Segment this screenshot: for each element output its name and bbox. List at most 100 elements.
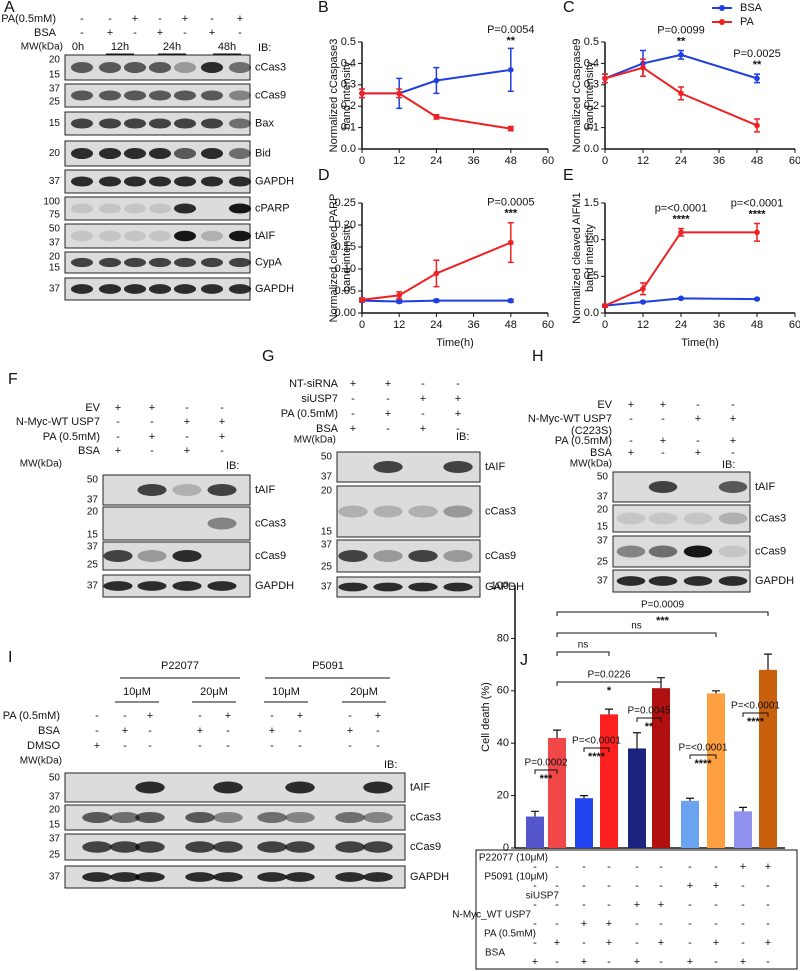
- y-tick-label: 0.5: [584, 270, 599, 282]
- x-tick-label: 24: [430, 155, 442, 167]
- mw-value: 20: [597, 505, 609, 516]
- treatment-sign: +: [730, 435, 736, 447]
- blot-strip: [336, 485, 481, 538]
- treatment-sign: +: [695, 447, 701, 459]
- timepoint: 12h: [111, 41, 129, 53]
- annotation-label: p=<0.0001: [731, 197, 784, 209]
- band: [98, 203, 122, 214]
- band: [173, 284, 197, 294]
- bar: [600, 714, 618, 848]
- band: [135, 781, 165, 794]
- blot-strip: [612, 535, 751, 568]
- treatment-sign: -: [696, 435, 700, 447]
- y-tick-label: 0.5: [341, 36, 356, 48]
- bar: [652, 688, 670, 848]
- blot-strip: [64, 223, 251, 249]
- band: [616, 512, 646, 525]
- treatment-sign: -: [198, 710, 202, 722]
- y-tick-label: 0.0: [584, 143, 599, 155]
- treatment-sign: -: [80, 27, 84, 39]
- treatment-sign: -: [298, 725, 302, 737]
- protein-name: Bid: [255, 147, 271, 159]
- mw-value: 37: [49, 872, 61, 883]
- condition-sign: -: [714, 956, 718, 968]
- mw-value: 15: [49, 70, 61, 81]
- treatment-sign: +: [628, 399, 634, 411]
- band: [173, 148, 197, 159]
- x-tick-label: 48: [751, 155, 763, 167]
- timepoint: 48h: [218, 41, 236, 53]
- band: [173, 176, 197, 187]
- treatment-sign: -: [661, 413, 665, 425]
- band: [70, 284, 94, 294]
- annotation-label: P=0.0099: [657, 24, 704, 36]
- band: [285, 781, 315, 794]
- band: [228, 230, 252, 242]
- x-tick-label: 60: [542, 319, 554, 331]
- panel-letter: C: [563, 0, 575, 16]
- condition-sign: -: [555, 956, 559, 968]
- band: [185, 872, 215, 882]
- condition-sign: -: [533, 899, 537, 911]
- condition-sign: +: [606, 937, 612, 949]
- comparison-label: P=0.0002: [524, 758, 568, 769]
- treatment-sign: +: [350, 423, 356, 435]
- panel-letter: G: [262, 348, 274, 365]
- panel-letter: H: [532, 348, 544, 365]
- band: [207, 581, 237, 591]
- panel-letter: I: [8, 649, 12, 666]
- band: [718, 576, 748, 586]
- error-bar: [605, 708, 613, 715]
- blot-strip: [612, 504, 751, 533]
- band: [173, 203, 197, 214]
- treatment-sign: -: [95, 710, 99, 722]
- point: [640, 286, 646, 292]
- comparison-label: ns: [631, 621, 642, 632]
- comparison-bracket: [583, 747, 610, 752]
- band: [172, 550, 202, 562]
- band: [718, 512, 748, 525]
- band: [137, 550, 167, 562]
- treatment-label: N-Myc-WT USP7: [528, 413, 612, 425]
- comparison-bracket: [556, 632, 717, 637]
- point: [754, 296, 760, 302]
- y-tick-label: 20: [497, 790, 509, 802]
- mw-label: MW(kDa): [20, 756, 62, 767]
- band: [683, 576, 713, 586]
- x-tick-label: 12: [637, 319, 649, 331]
- mw-value: 25: [49, 850, 61, 861]
- condition-sign: +: [713, 937, 719, 949]
- mw-value: 15: [597, 522, 609, 533]
- blot-strip: [612, 569, 751, 593]
- band: [123, 284, 147, 294]
- x-tick-label: 0: [602, 319, 608, 331]
- condition-sign: -: [714, 899, 718, 911]
- condition-sign: -: [582, 880, 586, 892]
- protein-name: cCas3: [410, 811, 441, 823]
- mw-value: 37: [49, 176, 61, 187]
- band: [200, 148, 224, 159]
- series-line: [604, 297, 758, 307]
- mw-value: 25: [597, 557, 609, 568]
- point: [359, 297, 365, 303]
- y-axis-label: Cell death (%): [480, 682, 492, 752]
- condition-sign: -: [607, 956, 611, 968]
- error-bar: [531, 810, 539, 817]
- treatment-sign: -: [185, 402, 189, 414]
- treatment-sign: -: [150, 416, 154, 428]
- treatment-sign: +: [420, 423, 426, 435]
- condition-sign: -: [607, 861, 611, 873]
- condition-sign: -: [555, 918, 559, 930]
- point: [678, 229, 684, 236]
- condition-sign: -: [741, 899, 745, 911]
- protein-name: cCas3: [485, 505, 516, 517]
- condition-table: [475, 849, 798, 970]
- point: [433, 114, 440, 120]
- condition-sign: -: [659, 918, 663, 930]
- condition-sign: -: [766, 918, 770, 930]
- protein-name: GAPDH: [255, 175, 294, 187]
- point: [754, 75, 760, 82]
- treatment-sign: +: [695, 413, 701, 425]
- series-line: [604, 231, 757, 307]
